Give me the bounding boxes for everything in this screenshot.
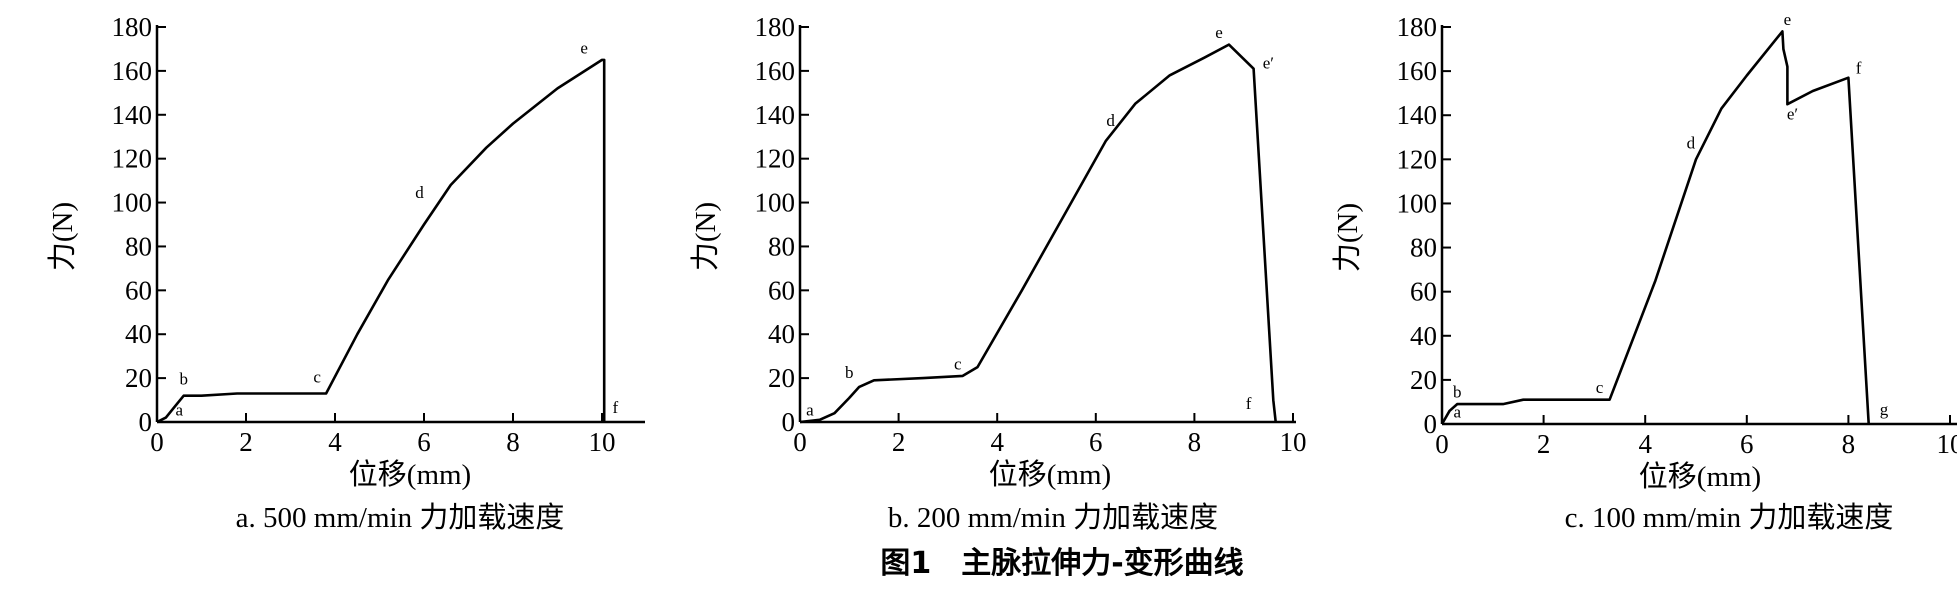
point-label-b: b	[1453, 383, 1462, 402]
y-tick-label: 20	[125, 363, 152, 393]
y-tick-label: 160	[1397, 56, 1438, 86]
point-label-e: e	[580, 38, 588, 57]
x-tick-label: 2	[892, 427, 906, 457]
y-tick-label: 100	[755, 188, 796, 218]
y-tick-label: 120	[112, 144, 153, 174]
x-tick-label: 4	[328, 427, 342, 457]
x-tick-label: 0	[793, 427, 807, 457]
point-label-a: a	[806, 400, 814, 419]
point-label-f: f	[1246, 394, 1252, 413]
series-line-0	[799, 43, 1277, 424]
x-tick-label: 6	[417, 427, 431, 457]
y-tick-label: 60	[768, 275, 795, 305]
y-tick-label: 180	[1397, 12, 1438, 42]
y-tick-label: 0	[139, 407, 153, 437]
y-tick-label: 160	[112, 56, 153, 86]
figure-title: 图1 主脉拉伸力-变形曲线	[880, 546, 1243, 581]
x-tick-label: 0	[150, 427, 164, 457]
y-tick-label: 180	[112, 12, 153, 42]
y-axis-label: 力(N)	[1331, 203, 1364, 272]
chart-c: 0 20 40 60 80 100 120 140 160 180 0 2 4 6 8 10 位移(mm) 力(N…	[1331, 10, 1957, 534]
y-tick-label: 0	[782, 407, 796, 437]
chart-caption: c. 100 mm/min 力加载速度	[1565, 501, 1894, 534]
y-tick-label: 80	[125, 231, 152, 261]
point-label-e: e	[1784, 10, 1792, 29]
point-label-c: c	[1596, 378, 1604, 397]
y-tick-label: 80	[1410, 233, 1437, 263]
point-label-b: b	[845, 363, 854, 382]
y-tick-label: 100	[1397, 188, 1438, 218]
x-tick-label: 4	[990, 427, 1004, 457]
y-tick-label: 140	[1397, 100, 1438, 130]
point-label-d: d	[1106, 111, 1115, 130]
x-tick-label: 10	[1937, 429, 1957, 459]
x-tick-label: 8	[506, 427, 520, 457]
point-label-g: g	[1880, 400, 1889, 419]
y-tick-label: 40	[1410, 321, 1437, 351]
chart-a: 0 20 40 60 80 100 120 140 160 180 0 2 4 6 8 10 位移(mm) 力(N…	[46, 12, 645, 534]
point-label-e: e	[1215, 23, 1223, 42]
x-tick-label: 6	[1089, 427, 1103, 457]
x-tick-label: 8	[1842, 429, 1856, 459]
y-tick-label: 60	[125, 275, 152, 305]
y-tick-label: 160	[755, 56, 796, 86]
point-label-d: d	[1687, 133, 1696, 152]
x-tick-label: 10	[1280, 427, 1307, 457]
y-axis-label: 力(N)	[46, 202, 79, 271]
x-tick-label: 4	[1638, 429, 1652, 459]
y-tick-label: 40	[125, 319, 152, 349]
x-axis-label: 位移(mm)	[1639, 460, 1761, 493]
x-axis-label: 位移(mm)	[349, 458, 471, 491]
x-tick-label: 2	[239, 427, 253, 457]
y-tick-label: 20	[768, 363, 795, 393]
y-tick-label: 120	[755, 144, 796, 174]
point-label-f: f	[1856, 58, 1862, 77]
chart-caption: a. 500 mm/min 力加载速度	[236, 501, 565, 534]
y-tick-label: 60	[1410, 277, 1437, 307]
point-label-f: f	[613, 398, 619, 417]
point-label-a: a	[175, 400, 183, 419]
point-label-a: a	[1453, 402, 1461, 421]
y-tick-label: 80	[768, 231, 795, 261]
point-label-c: c	[954, 354, 962, 373]
y-tick-label: 40	[768, 319, 795, 349]
y-tick-label: 120	[1397, 144, 1438, 174]
point-label-e-prime: e′	[1787, 105, 1798, 124]
x-tick-label: 6	[1740, 429, 1754, 459]
chart-caption: b. 200 mm/min 力加载速度	[888, 501, 1218, 534]
point-label-b: b	[179, 370, 188, 389]
series-line-0	[1440, 30, 1870, 425]
x-tick-label: 10	[589, 427, 616, 457]
y-tick-label: 100	[112, 188, 153, 218]
x-tick-label: 2	[1537, 429, 1551, 459]
x-tick-label: 8	[1188, 427, 1202, 457]
point-label-c: c	[313, 368, 321, 387]
x-tick-label: 0	[1435, 429, 1449, 459]
y-tick-label: 180	[755, 12, 796, 42]
point-label-d: d	[415, 183, 424, 202]
point-label-e-prime: e′	[1263, 54, 1274, 73]
chart-b: 0 20 40 60 80 100 120 140 160 180 0 2 4 6 8 10 位移(mm) 力(N…	[689, 12, 1307, 534]
series-line-0	[156, 58, 606, 424]
y-axis-label: 力(N)	[689, 202, 722, 271]
y-tick-label: 140	[755, 100, 796, 130]
y-tick-label: 0	[1424, 409, 1438, 439]
x-axis-label: 位移(mm)	[989, 458, 1111, 491]
y-tick-label: 20	[1410, 365, 1437, 395]
y-tick-label: 140	[112, 100, 153, 130]
